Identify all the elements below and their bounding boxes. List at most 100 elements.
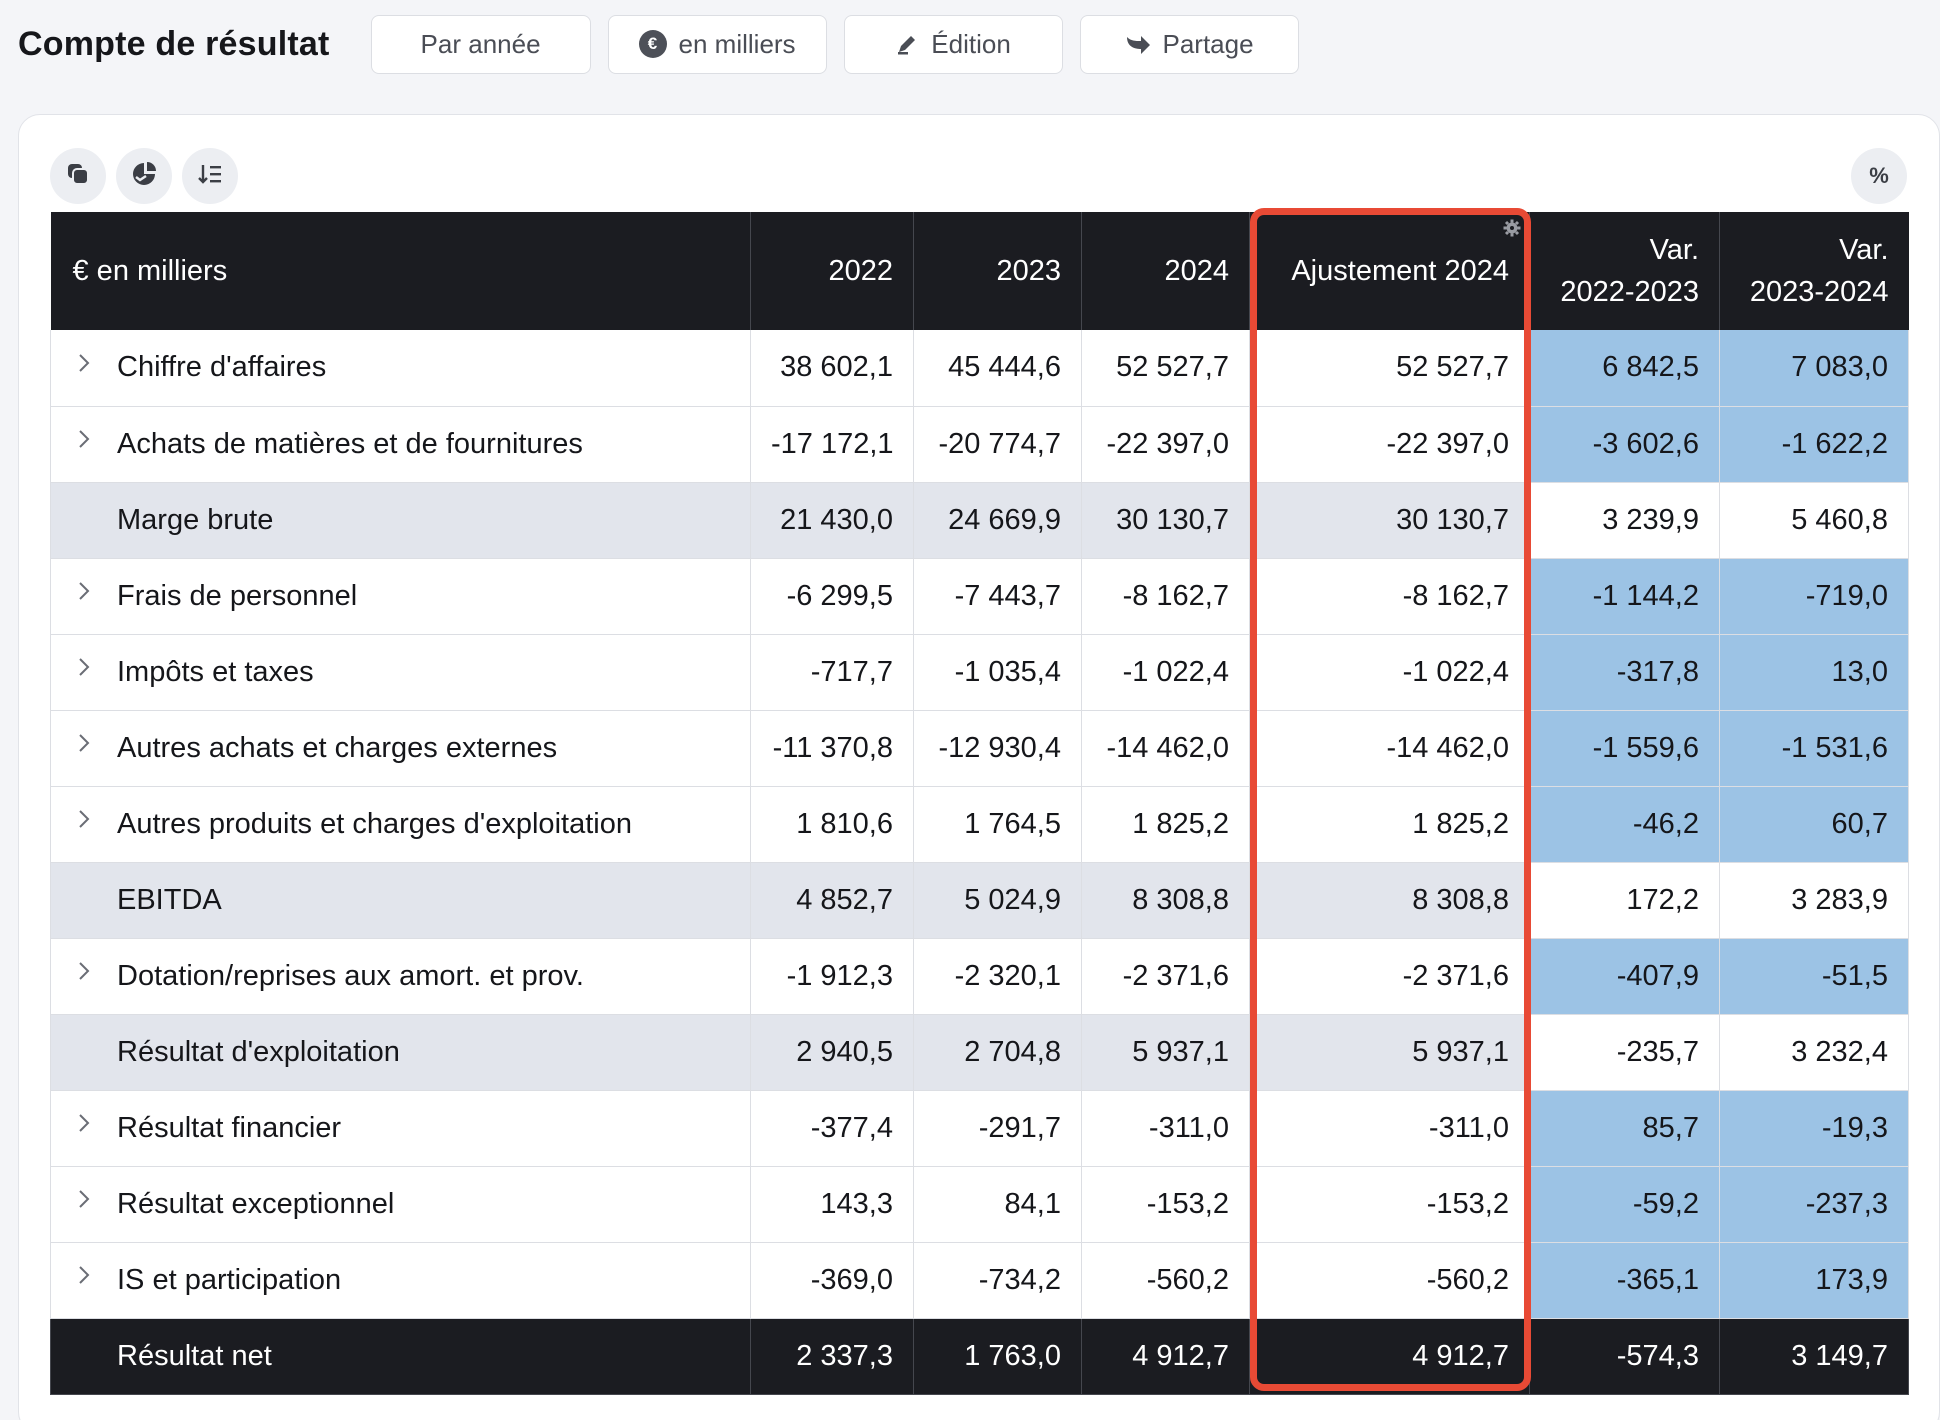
value-adjustment-2024[interactable]: 8 308,8 bbox=[1249, 862, 1530, 939]
row-label: Achats de matières et de fournitures bbox=[117, 427, 583, 460]
value-2023: 2 704,8 bbox=[913, 1014, 1082, 1091]
column-header-var-2023-2024: Var. 2023-2024 bbox=[1719, 212, 1909, 330]
table-row: Résultat net 2 337,3 1 763,0 4 912,7 4 912,7… bbox=[50, 1318, 1909, 1395]
value-2023: 24 669,9 bbox=[913, 482, 1082, 559]
value-adjustment-2024[interactable]: 5 937,1 bbox=[1249, 1014, 1530, 1091]
value-2024: 52 527,7 bbox=[1081, 330, 1250, 407]
period-button-label: Par année bbox=[420, 28, 541, 59]
value-2023: 45 444,6 bbox=[913, 330, 1082, 407]
value-adjustment-2024[interactable]: -14 462,0 bbox=[1249, 710, 1530, 787]
value-var-2023-2024: 173,9 bbox=[1719, 1242, 1909, 1319]
table-row[interactable]: Résultat exceptionnel 143,3 84,1 -153,2 -153… bbox=[50, 1166, 1909, 1243]
value-2023: 1 763,0 bbox=[913, 1318, 1082, 1395]
share-arrow-icon bbox=[1125, 33, 1151, 55]
row-label-cell[interactable]: Résultat exceptionnel bbox=[50, 1166, 751, 1243]
value-var-2023-2024: 3 149,7 bbox=[1719, 1318, 1909, 1395]
value-var-2023-2024: -19,3 bbox=[1719, 1090, 1909, 1167]
chevron-right-icon[interactable] bbox=[51, 1265, 117, 1285]
row-label: Résultat financier bbox=[117, 1111, 342, 1144]
value-var-2022-2023: -235,7 bbox=[1529, 1014, 1720, 1091]
row-label-cell[interactable]: Résultat financier bbox=[50, 1090, 751, 1167]
value-var-2022-2023: -59,2 bbox=[1529, 1166, 1720, 1243]
chevron-right-icon[interactable] bbox=[51, 429, 117, 449]
value-var-2022-2023: -407,9 bbox=[1529, 938, 1720, 1015]
value-2022: 4 852,7 bbox=[750, 862, 914, 939]
value-2023: 1 764,5 bbox=[913, 786, 1082, 863]
value-var-2022-2023: -3 602,6 bbox=[1529, 406, 1720, 483]
chart-download-button[interactable] bbox=[116, 148, 172, 204]
value-2024: -22 397,0 bbox=[1081, 406, 1250, 483]
chevron-right-icon[interactable] bbox=[51, 581, 117, 601]
chevron-right-icon[interactable] bbox=[51, 353, 117, 373]
share-button[interactable]: Partage bbox=[1079, 14, 1299, 74]
column-header-2024: 2024 bbox=[1081, 212, 1250, 330]
value-2024: -153,2 bbox=[1081, 1166, 1250, 1243]
row-label-cell[interactable]: Dotation/reprises aux amort. et prov. bbox=[50, 938, 751, 1015]
chevron-right-icon[interactable] bbox=[51, 809, 117, 829]
row-label: Autres achats et charges externes bbox=[117, 731, 558, 764]
row-label-cell[interactable]: Autres produits et charges d'exploitatio… bbox=[50, 786, 751, 863]
value-adjustment-2024[interactable]: 4 912,7 bbox=[1249, 1318, 1530, 1395]
value-adjustment-2024[interactable]: 1 825,2 bbox=[1249, 786, 1530, 863]
row-label-cell: Résultat net bbox=[50, 1318, 751, 1395]
table-row[interactable]: Autres produits et charges d'exploitatio… bbox=[50, 786, 1909, 863]
column-header-label: € en milliers bbox=[50, 212, 751, 330]
percent-toggle-button[interactable]: % bbox=[1851, 148, 1907, 204]
row-label: Autres produits et charges d'exploitatio… bbox=[117, 807, 632, 840]
column-header-adjustment-2024[interactable]: Ajustement 2024 bbox=[1249, 212, 1530, 330]
row-label-cell[interactable]: IS et participation bbox=[50, 1242, 751, 1319]
var-header-line1: Var. bbox=[1839, 234, 1889, 266]
unit-button-label: en milliers bbox=[678, 28, 796, 59]
table-row[interactable]: Impôts et taxes -717,7 -1 035,4 -1 022,4 -1 … bbox=[50, 634, 1909, 711]
table-row[interactable]: Autres achats et charges externes -11 370… bbox=[50, 710, 1909, 787]
value-adjustment-2024[interactable]: 52 527,7 bbox=[1249, 330, 1530, 407]
table-row[interactable]: IS et participation -369,0 -734,2 -560,2 -56… bbox=[50, 1242, 1909, 1319]
table-header-row: € en milliers 2022 2023 2024 Ajustement … bbox=[50, 212, 1909, 330]
value-2022: -17 172,1 bbox=[750, 406, 914, 483]
sort-button[interactable] bbox=[182, 148, 238, 204]
value-var-2023-2024: -1 531,6 bbox=[1719, 710, 1909, 787]
chevron-right-icon[interactable] bbox=[51, 733, 117, 753]
edit-button-label: Édition bbox=[931, 28, 1011, 59]
row-label: Résultat net bbox=[117, 1339, 272, 1372]
row-label-cell[interactable]: Achats de matières et de fournitures bbox=[50, 406, 751, 483]
value-2023: -2 320,1 bbox=[913, 938, 1082, 1015]
chevron-right-icon[interactable] bbox=[51, 1189, 117, 1209]
column-header-2022: 2022 bbox=[750, 212, 914, 330]
unit-button[interactable]: € en milliers bbox=[607, 14, 827, 74]
value-adjustment-2024[interactable]: -560,2 bbox=[1249, 1242, 1530, 1319]
edit-button[interactable]: Édition bbox=[843, 14, 1063, 74]
chevron-right-icon[interactable] bbox=[51, 657, 117, 677]
value-adjustment-2024[interactable]: -2 371,6 bbox=[1249, 938, 1530, 1015]
table-row[interactable]: Achats de matières et de fournitures -17 … bbox=[50, 406, 1909, 483]
table-row[interactable]: Chiffre d'affaires 38 602,1 45 444,6 52 527… bbox=[50, 330, 1909, 407]
row-label-cell[interactable]: Autres achats et charges externes bbox=[50, 710, 751, 787]
var-header-line2: 2023-2024 bbox=[1749, 276, 1889, 308]
value-2024: -1 022,4 bbox=[1081, 634, 1250, 711]
value-var-2023-2024: 5 460,8 bbox=[1719, 482, 1909, 559]
row-label-cell[interactable]: Impôts et taxes bbox=[50, 634, 751, 711]
table-row[interactable]: Dotation/reprises aux amort. et prov. -1 … bbox=[50, 938, 1909, 1015]
value-2022: -6 299,5 bbox=[750, 558, 914, 635]
value-var-2022-2023: -365,1 bbox=[1529, 1242, 1720, 1319]
row-label-cell[interactable]: Chiffre d'affaires bbox=[50, 330, 751, 407]
table-row[interactable]: Résultat financier -377,4 -291,7 -311,0 -311… bbox=[50, 1090, 1909, 1167]
period-button[interactable]: Par année bbox=[370, 14, 591, 74]
table-row[interactable]: Frais de personnel -6 299,5 -7 443,7 -8 162… bbox=[50, 558, 1909, 635]
value-adjustment-2024[interactable]: -1 022,4 bbox=[1249, 634, 1530, 711]
column-header-2023: 2023 bbox=[913, 212, 1082, 330]
sort-icon bbox=[197, 161, 223, 192]
chevron-right-icon[interactable] bbox=[51, 961, 117, 981]
value-2024: 8 308,8 bbox=[1081, 862, 1250, 939]
value-2024: -14 462,0 bbox=[1081, 710, 1250, 787]
value-adjustment-2024[interactable]: -153,2 bbox=[1249, 1166, 1530, 1243]
value-adjustment-2024[interactable]: -311,0 bbox=[1249, 1090, 1530, 1167]
value-var-2023-2024: 60,7 bbox=[1719, 786, 1909, 863]
copy-button[interactable] bbox=[50, 148, 106, 204]
value-adjustment-2024[interactable]: -22 397,0 bbox=[1249, 406, 1530, 483]
row-label-cell[interactable]: Frais de personnel bbox=[50, 558, 751, 635]
value-2023: -734,2 bbox=[913, 1242, 1082, 1319]
value-adjustment-2024[interactable]: -8 162,7 bbox=[1249, 558, 1530, 635]
chevron-right-icon[interactable] bbox=[51, 1113, 117, 1133]
value-adjustment-2024[interactable]: 30 130,7 bbox=[1249, 482, 1530, 559]
